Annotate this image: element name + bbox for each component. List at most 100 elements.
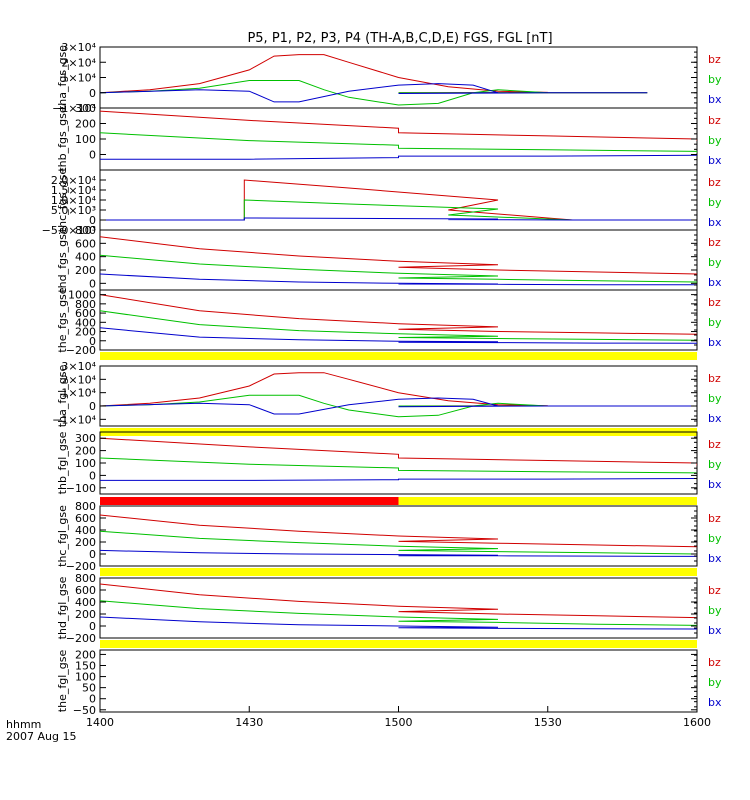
legend-bz: bz bbox=[708, 512, 721, 525]
x-axis-label: hhmm bbox=[6, 718, 41, 731]
y-tick-label: 0 bbox=[89, 87, 96, 100]
y-tick-label: 1.0×10⁴ bbox=[51, 194, 97, 207]
legend-bx: bx bbox=[708, 93, 722, 106]
series-line-bz bbox=[100, 179, 697, 221]
y-tick-label: 200 bbox=[75, 118, 96, 131]
y-tick-label: 0 bbox=[89, 548, 96, 561]
y-tick-label: 1.5×10⁴ bbox=[51, 184, 97, 197]
series-line-by bbox=[100, 600, 697, 628]
y-tick-label: 3×10⁴ bbox=[61, 360, 96, 373]
series-line-by bbox=[100, 254, 697, 284]
legend-by: by bbox=[708, 316, 722, 329]
panel-frame bbox=[99, 431, 698, 495]
legend-by: by bbox=[708, 392, 722, 405]
y-tick-label: −1×10⁴ bbox=[52, 413, 96, 426]
series-line-bx bbox=[100, 217, 697, 221]
series-line-bx bbox=[100, 273, 697, 286]
y-tick-label: 800 bbox=[75, 224, 96, 237]
legend-by: by bbox=[708, 676, 722, 689]
legend-bz: bz bbox=[708, 53, 721, 66]
x-tick-label: 1430 bbox=[235, 716, 263, 729]
legend-bz: bz bbox=[708, 176, 721, 189]
legend-bz: bz bbox=[708, 236, 721, 249]
legend-bz: bz bbox=[708, 584, 721, 597]
series-line-bz bbox=[100, 54, 648, 94]
y-axis-label: thd_fgl_gse bbox=[56, 576, 69, 639]
y-tick-label: 200 bbox=[75, 536, 96, 549]
y-axis-label: the_fgs_gse bbox=[56, 287, 69, 352]
legend-bz: bz bbox=[708, 296, 721, 309]
y-tick-label: 400 bbox=[75, 316, 96, 329]
legend-by: by bbox=[708, 604, 722, 617]
y-tick-label: 400 bbox=[75, 524, 96, 537]
series-line-bx bbox=[100, 154, 697, 160]
y-tick-label: 50 bbox=[82, 682, 96, 695]
series-line-by bbox=[100, 199, 697, 221]
y-axis-label: the_fgl_gse bbox=[56, 650, 69, 713]
series-line-bx bbox=[100, 397, 697, 415]
y-tick-label: 600 bbox=[75, 307, 96, 320]
y-tick-label: 800 bbox=[75, 500, 96, 513]
status-bar-segment bbox=[100, 352, 697, 360]
y-tick-label: −5.0×10³ bbox=[42, 224, 96, 237]
y-tick-label: 1×10⁴ bbox=[61, 72, 96, 85]
y-tick-label: 200 bbox=[75, 264, 96, 277]
y-tick-label: −200 bbox=[66, 560, 96, 573]
y-tick-label: −50 bbox=[73, 704, 96, 717]
series-line-by bbox=[100, 310, 697, 342]
y-tick-label: 0 bbox=[89, 335, 96, 348]
y-axis-label: thc_fgl_gse bbox=[56, 505, 69, 567]
x-tick-label: 1400 bbox=[86, 716, 114, 729]
legend-bx: bx bbox=[708, 154, 722, 167]
legend-bx: bx bbox=[708, 552, 722, 565]
y-tick-label: −1×10⁴ bbox=[52, 102, 96, 115]
y-tick-label: 200 bbox=[75, 648, 96, 661]
x-tick-label: 1500 bbox=[385, 716, 413, 729]
panel-thc_fgs_gse: 2.0×10⁴1.5×10⁴1.0×10⁴5.0×10³0−5.0×10³thc… bbox=[42, 168, 722, 237]
series-line-by bbox=[100, 132, 697, 153]
series-line-bz bbox=[100, 372, 697, 407]
legend-bz: bz bbox=[708, 438, 721, 451]
y-axis-label: thc_fgs_gse bbox=[56, 168, 69, 233]
series-line-bx bbox=[100, 83, 648, 103]
y-tick-label: 1×10⁴ bbox=[61, 387, 96, 400]
y-tick-label: 2×10⁴ bbox=[61, 373, 96, 386]
y-tick-label: −200 bbox=[66, 344, 96, 357]
y-axis-label: tha_fgl_gse bbox=[56, 365, 69, 428]
y-tick-label: 100 bbox=[75, 133, 96, 146]
legend-bz: bz bbox=[708, 372, 721, 385]
y-tick-label: 0 bbox=[89, 400, 96, 413]
legend-by: by bbox=[708, 73, 722, 86]
y-tick-label: 0 bbox=[89, 214, 96, 227]
legend-bz: bz bbox=[708, 656, 721, 669]
y-tick-label: 100 bbox=[75, 457, 96, 470]
y-axis-label: thb_fgs_gse bbox=[56, 106, 69, 172]
legend-by: by bbox=[708, 532, 722, 545]
legend-by: by bbox=[708, 256, 722, 269]
y-tick-label: 5.0×10³ bbox=[51, 204, 96, 217]
y-tick-label: 600 bbox=[75, 512, 96, 525]
status-bar-segment bbox=[398, 497, 697, 505]
status-bar-segment bbox=[100, 497, 399, 505]
x-tick-label: 1600 bbox=[683, 716, 711, 729]
y-tick-label: 600 bbox=[75, 584, 96, 597]
series-line-bz bbox=[100, 437, 697, 466]
y-tick-label: −100 bbox=[66, 482, 96, 495]
series-line-by bbox=[100, 457, 697, 475]
legend-bz: bz bbox=[708, 114, 721, 127]
legend-by: by bbox=[708, 458, 722, 471]
y-tick-label: 600 bbox=[75, 237, 96, 250]
series-line-bz bbox=[100, 110, 697, 141]
legend-bx: bx bbox=[708, 336, 722, 349]
panel-thb_fgs_gse: 300 200 100 0 thb_fgs_gse bz by bx bbox=[56, 102, 722, 172]
y-tick-label: 300 bbox=[75, 432, 96, 445]
y-tick-label: 200 bbox=[75, 608, 96, 621]
y-tick-label: 0 bbox=[89, 693, 96, 706]
y-tick-label: 2.0×10⁴ bbox=[51, 174, 97, 187]
y-tick-label: 0 bbox=[89, 149, 96, 162]
